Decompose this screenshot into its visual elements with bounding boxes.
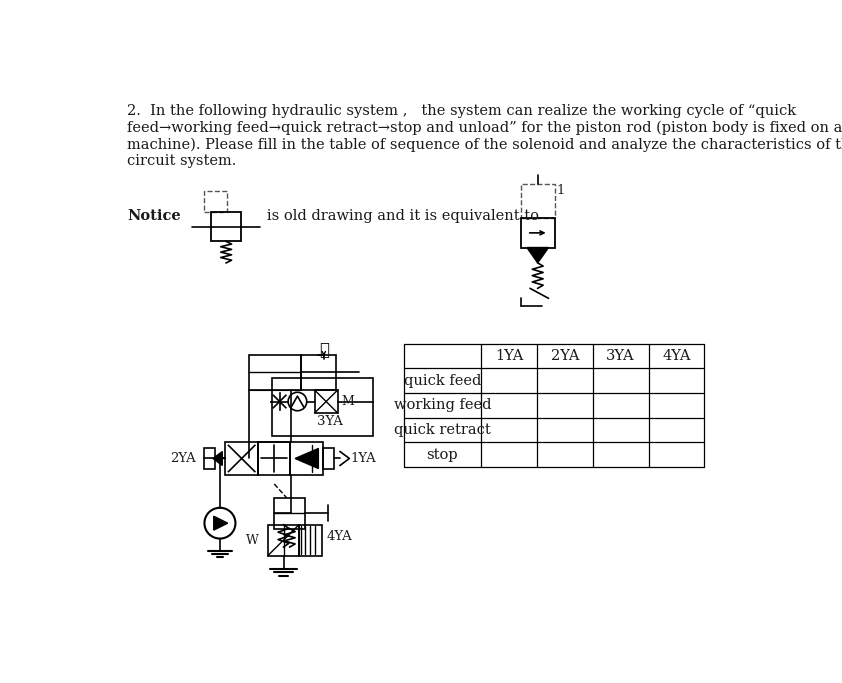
- Text: 2YA: 2YA: [551, 349, 579, 363]
- Bar: [323, 449, 334, 469]
- Text: 2.  In the following hydraulic system ,   the system can realize the working cyc: 2. In the following hydraulic system , t…: [127, 104, 796, 117]
- Text: :: :: [163, 209, 168, 223]
- Text: M: M: [341, 395, 354, 408]
- Text: feed→working feed→quick retract→stop and unload” for the piston rod (piston body: feed→working feed→quick retract→stop and…: [127, 120, 842, 135]
- Bar: [258, 443, 290, 475]
- Text: stop: stop: [427, 447, 458, 462]
- Text: working feed: working feed: [393, 398, 491, 413]
- Polygon shape: [213, 451, 222, 465]
- Text: 2YA: 2YA: [170, 452, 196, 465]
- Bar: [211, 212, 241, 241]
- Polygon shape: [296, 449, 318, 469]
- Bar: [290, 443, 323, 475]
- Text: quick feed: quick feed: [403, 374, 481, 388]
- Bar: [268, 525, 299, 555]
- Text: is old drawing and it is equivalent to: is old drawing and it is equivalent to: [253, 209, 539, 223]
- Text: 4YA: 4YA: [327, 530, 353, 543]
- Polygon shape: [214, 516, 227, 530]
- Text: W: W: [246, 533, 259, 546]
- Bar: [274, 498, 305, 529]
- Text: machine). Please fill in the table of sequence of the solenoid and analyze the c: machine). Please fill in the table of se…: [127, 137, 842, 152]
- Text: 3YA: 3YA: [606, 349, 635, 363]
- Bar: [301, 355, 336, 390]
- Bar: [204, 449, 215, 469]
- Bar: [520, 219, 555, 247]
- Bar: [520, 184, 555, 219]
- Text: quick retract: quick retract: [394, 423, 491, 437]
- Polygon shape: [527, 247, 548, 263]
- Text: 4YA: 4YA: [662, 349, 690, 363]
- Bar: [272, 378, 373, 436]
- Text: 3YA: 3YA: [317, 415, 343, 428]
- Text: 1: 1: [557, 184, 565, 197]
- Text: 进: 进: [319, 342, 328, 359]
- Text: circuit system.: circuit system.: [127, 154, 237, 168]
- Text: 1YA: 1YA: [351, 452, 376, 465]
- Text: Notice: Notice: [127, 209, 181, 223]
- Bar: [248, 355, 301, 390]
- Bar: [204, 191, 227, 212]
- Text: 1YA: 1YA: [495, 349, 523, 363]
- Bar: [299, 525, 322, 555]
- Bar: [315, 390, 338, 413]
- Bar: [226, 443, 258, 475]
